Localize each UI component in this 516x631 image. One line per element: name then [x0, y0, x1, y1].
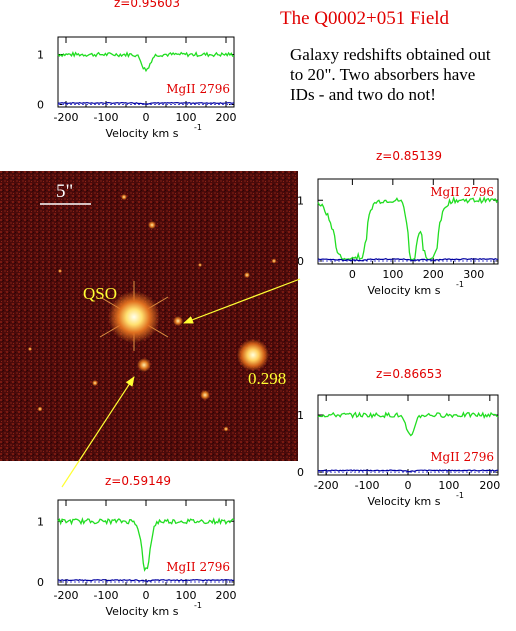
faint-source: [223, 426, 229, 432]
y-tick-label: 0: [37, 99, 44, 112]
x-tick-label: 100: [438, 479, 459, 492]
x-tick-label: 0: [405, 479, 412, 492]
description-line: IDs - and two do not!: [290, 85, 436, 104]
y-tick-label: 0: [37, 576, 44, 589]
figure-title: The Q0002+051 Field: [280, 8, 450, 29]
description-line: to 20". Two absorbers have: [290, 65, 476, 84]
redshift-label: z=0.86653: [376, 367, 442, 381]
faint-source: [28, 347, 32, 351]
x-tick-label: 200: [216, 589, 237, 602]
x-axis-label: Velocity km s: [106, 127, 179, 140]
x-tick-label: 0: [143, 111, 150, 124]
x-tick-label: 200: [216, 111, 237, 124]
scale-label: 5": [56, 181, 73, 202]
description-line: Galaxy redshifts obtained out: [290, 45, 491, 64]
galaxy-source: [237, 339, 269, 371]
figure-description: Galaxy redshifts obtained out to 20". Tw…: [290, 45, 516, 105]
x-tick-label: -200: [54, 111, 79, 124]
flux-spectrum-line: [57, 51, 235, 73]
line-label: MgII 2796: [430, 185, 494, 199]
galaxy-field-image: 5" QSO 0.298: [0, 171, 298, 461]
x-axis-label-superscript: -1: [194, 123, 202, 132]
y-tick-label: 1: [37, 515, 44, 528]
galaxy-redshift-label: 0.298: [248, 369, 286, 388]
faint-source: [58, 269, 62, 273]
x-axis-label-superscript: -1: [456, 491, 464, 500]
faint-source: [92, 380, 98, 386]
x-tick-label: 100: [176, 111, 197, 124]
x-axis-label-superscript: -1: [456, 280, 464, 289]
faint-source: [148, 221, 156, 229]
faint-source: [244, 272, 250, 278]
x-tick-label: -100: [94, 111, 119, 124]
x-axis-label-superscript: -1: [194, 601, 202, 610]
error-spectrum-line: [317, 469, 499, 473]
line-label: MgII 2796: [166, 82, 230, 96]
faint-source: [137, 358, 151, 372]
redshift-label: z=0.85139: [376, 149, 442, 163]
y-tick-label: 0: [297, 466, 304, 479]
redshift-label: z=0.59149: [105, 474, 171, 488]
x-tick-label: -100: [355, 479, 380, 492]
plot-frame: [317, 178, 499, 265]
flux-spectrum-line: [317, 411, 499, 437]
error-spectrum-line: [317, 258, 499, 262]
y-tick-label: 1: [37, 49, 44, 62]
arrow-to-z085139: [183, 278, 301, 324]
line-label: MgII 2796: [430, 450, 494, 464]
error-spectrum-line: [57, 579, 235, 583]
x-tick-label: -100: [94, 589, 119, 602]
x-tick-label: 100: [176, 589, 197, 602]
x-tick-label: 0: [143, 589, 150, 602]
x-tick-label: -200: [314, 479, 339, 492]
y-tick-label: 0: [297, 255, 304, 268]
redshift-label: z=0.95603: [114, 0, 180, 10]
field-image-svg: 5" QSO 0.298: [0, 171, 298, 461]
qso-source: [108, 291, 160, 343]
x-axis-label: Velocity km s: [368, 495, 441, 508]
x-tick-label: 200: [423, 268, 444, 281]
faint-source: [200, 390, 210, 400]
line-label: MgII 2796: [166, 560, 230, 574]
x-tick-label: -200: [54, 589, 79, 602]
y-tick-label: 1: [297, 194, 304, 207]
error-spectrum-line: [57, 101, 235, 105]
faint-source: [37, 406, 43, 412]
qso-label: QSO: [83, 284, 117, 303]
x-tick-label: 0: [349, 268, 356, 281]
x-tick-label: 300: [463, 268, 484, 281]
faint-source: [198, 263, 202, 267]
faint-source: [121, 194, 127, 200]
y-tick-label: 1: [297, 409, 304, 422]
flux-spectrum-line: [317, 195, 499, 261]
faint-source: [173, 316, 183, 326]
flux-spectrum-line: [57, 517, 235, 572]
faint-source: [271, 258, 277, 264]
x-tick-label: 200: [479, 479, 500, 492]
x-tick-label: 100: [382, 268, 403, 281]
arrow-to-z059149: [61, 376, 135, 488]
x-axis-label: Velocity km s: [368, 284, 441, 297]
x-axis-label: Velocity km s: [106, 605, 179, 618]
